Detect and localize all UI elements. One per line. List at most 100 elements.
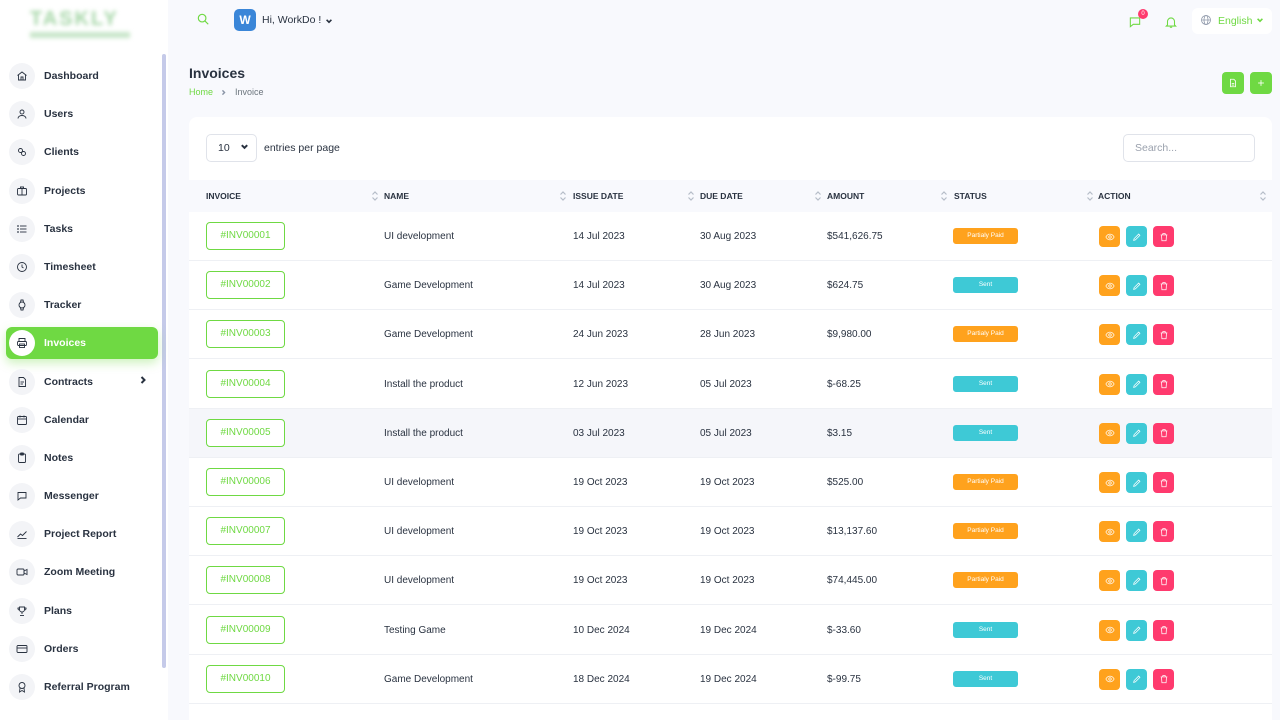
delete-button[interactable] [1153, 668, 1174, 690]
view-button[interactable] [1099, 373, 1120, 395]
export-button[interactable] [1222, 72, 1244, 94]
view-button[interactable] [1099, 472, 1120, 493]
column-header-issue-date[interactable]: ISSUE DATE [573, 191, 624, 201]
delete-button[interactable] [1153, 521, 1174, 543]
edit-button[interactable] [1126, 521, 1147, 543]
breadcrumb-home[interactable]: Home [189, 87, 214, 97]
status-badge: Partialy Paid [953, 228, 1018, 244]
breadcrumb-current: Invoice [235, 87, 264, 97]
due-date: 05 Jul 2023 [700, 378, 752, 390]
invoice-number-button[interactable]: #INV00007 [206, 517, 285, 546]
create-invoice-button[interactable] [1250, 72, 1272, 94]
delete-button[interactable] [1153, 373, 1174, 395]
edit-button[interactable] [1126, 226, 1147, 247]
column-header-name[interactable]: NAME [384, 191, 410, 201]
sidebar-item-notes[interactable]: Notes [6, 442, 158, 474]
edit-button[interactable] [1126, 275, 1147, 297]
view-button[interactable] [1099, 275, 1120, 297]
sidebar-item-plans[interactable]: Plans [6, 595, 158, 627]
delete-button[interactable] [1153, 226, 1174, 247]
delete-button[interactable] [1153, 275, 1174, 297]
sort-icon[interactable] [1086, 190, 1094, 202]
sidebar-item-projects[interactable]: Projects [6, 175, 158, 207]
column-header-due-date[interactable]: DUE DATE [700, 191, 743, 201]
sidebar-item-timesheet[interactable]: Timesheet [6, 251, 158, 283]
trash-icon [1160, 380, 1167, 389]
sort-icon[interactable] [687, 190, 695, 202]
notifications-button[interactable] [1159, 10, 1183, 34]
view-button[interactable] [1099, 521, 1120, 543]
sidebar-item-label: Clients [44, 146, 80, 159]
delete-button[interactable] [1153, 619, 1174, 641]
clipboard-icon [9, 444, 35, 471]
chevron-down-icon [1252, 15, 1264, 27]
invoice-number-button[interactable]: #INV00003 [206, 320, 285, 349]
invoice-number-button[interactable]: #INV00009 [206, 615, 285, 644]
edit-button[interactable] [1126, 668, 1147, 690]
edit-button[interactable] [1126, 472, 1147, 493]
sidebar-scrollbar[interactable] [162, 54, 166, 668]
view-button[interactable] [1099, 226, 1120, 247]
edit-button[interactable] [1126, 373, 1147, 395]
view-button[interactable] [1099, 422, 1120, 444]
invoice-number-button[interactable]: #INV00004 [206, 369, 285, 398]
eye-icon [1104, 528, 1115, 535]
sidebar-item-users[interactable]: Users [6, 98, 158, 130]
view-button[interactable] [1099, 570, 1120, 592]
badge-icon [9, 674, 35, 700]
eye-icon [1104, 331, 1115, 339]
user-menu[interactable]: W Hi, WorkDo ! [234, 9, 333, 31]
app-logo[interactable]: TASKLY [30, 8, 136, 38]
delete-button[interactable] [1153, 324, 1174, 346]
sidebar-item-referral-program[interactable]: Referral Program [6, 671, 158, 703]
view-button[interactable] [1099, 619, 1120, 641]
view-button[interactable] [1099, 668, 1120, 690]
sidebar-item-calendar[interactable]: Calendar [6, 404, 158, 436]
invoice-number-button[interactable]: #INV00010 [206, 664, 285, 693]
view-button[interactable] [1099, 324, 1120, 346]
edit-button[interactable] [1126, 422, 1147, 444]
sidebar-item-tracker[interactable]: Tracker [6, 289, 158, 321]
sidebar-item-invoices[interactable]: Invoices [6, 327, 158, 360]
sort-icon[interactable] [1259, 190, 1267, 202]
edit-button[interactable] [1126, 619, 1147, 641]
sidebar-item-messenger[interactable]: Messenger [6, 480, 158, 512]
sidebar-item-contracts[interactable]: Contracts [6, 366, 158, 398]
sort-icon[interactable] [814, 190, 822, 202]
calendar-icon [9, 406, 35, 433]
delete-button[interactable] [1153, 570, 1174, 592]
entries-per-page-select[interactable]: 10 [206, 134, 257, 162]
invoice-number-button[interactable]: #INV00006 [206, 468, 285, 496]
invoice-number-button[interactable]: #INV00008 [206, 566, 285, 595]
column-header-invoice[interactable]: INVOICE [206, 191, 241, 201]
column-header-amount[interactable]: AMOUNT [827, 191, 865, 201]
invoice-number-button[interactable]: #INV00005 [206, 418, 285, 447]
edit-button[interactable] [1126, 324, 1147, 346]
sidebar-item-project-report[interactable]: Project Report [6, 518, 158, 550]
sort-icon[interactable] [559, 190, 567, 202]
chevron-right-icon [138, 375, 150, 387]
sidebar-item-orders[interactable]: Orders [6, 633, 158, 665]
delete-button[interactable] [1153, 422, 1174, 444]
avatar: W [234, 9, 256, 31]
messages-button[interactable]: 0 [1123, 9, 1148, 34]
table-search-input[interactable] [1123, 134, 1255, 162]
delete-button[interactable] [1153, 472, 1174, 493]
sort-icon[interactable] [940, 190, 948, 202]
sidebar-item-dashboard[interactable]: Dashboard [6, 60, 158, 92]
invoice-number-button[interactable]: #INV00001 [206, 222, 285, 250]
trash-icon [1160, 675, 1167, 684]
language-selector[interactable]: English [1192, 8, 1273, 34]
sidebar-item-label: Project Report [44, 528, 117, 541]
column-header-action[interactable]: ACTION [1098, 191, 1131, 201]
sidebar-item-zoom-meeting[interactable]: Zoom Meeting [6, 556, 158, 588]
edit-button[interactable] [1126, 570, 1147, 592]
sidebar-item-tasks[interactable]: Tasks [6, 213, 158, 245]
pencil-icon [1132, 479, 1140, 487]
sort-icon[interactable] [371, 190, 379, 202]
invoice-number-button[interactable]: #INV00002 [206, 271, 285, 300]
column-header-status[interactable]: STATUS [954, 191, 987, 201]
video-icon [9, 559, 35, 586]
sidebar-item-clients[interactable]: Clients [6, 136, 158, 168]
search-icon[interactable] [196, 12, 214, 30]
